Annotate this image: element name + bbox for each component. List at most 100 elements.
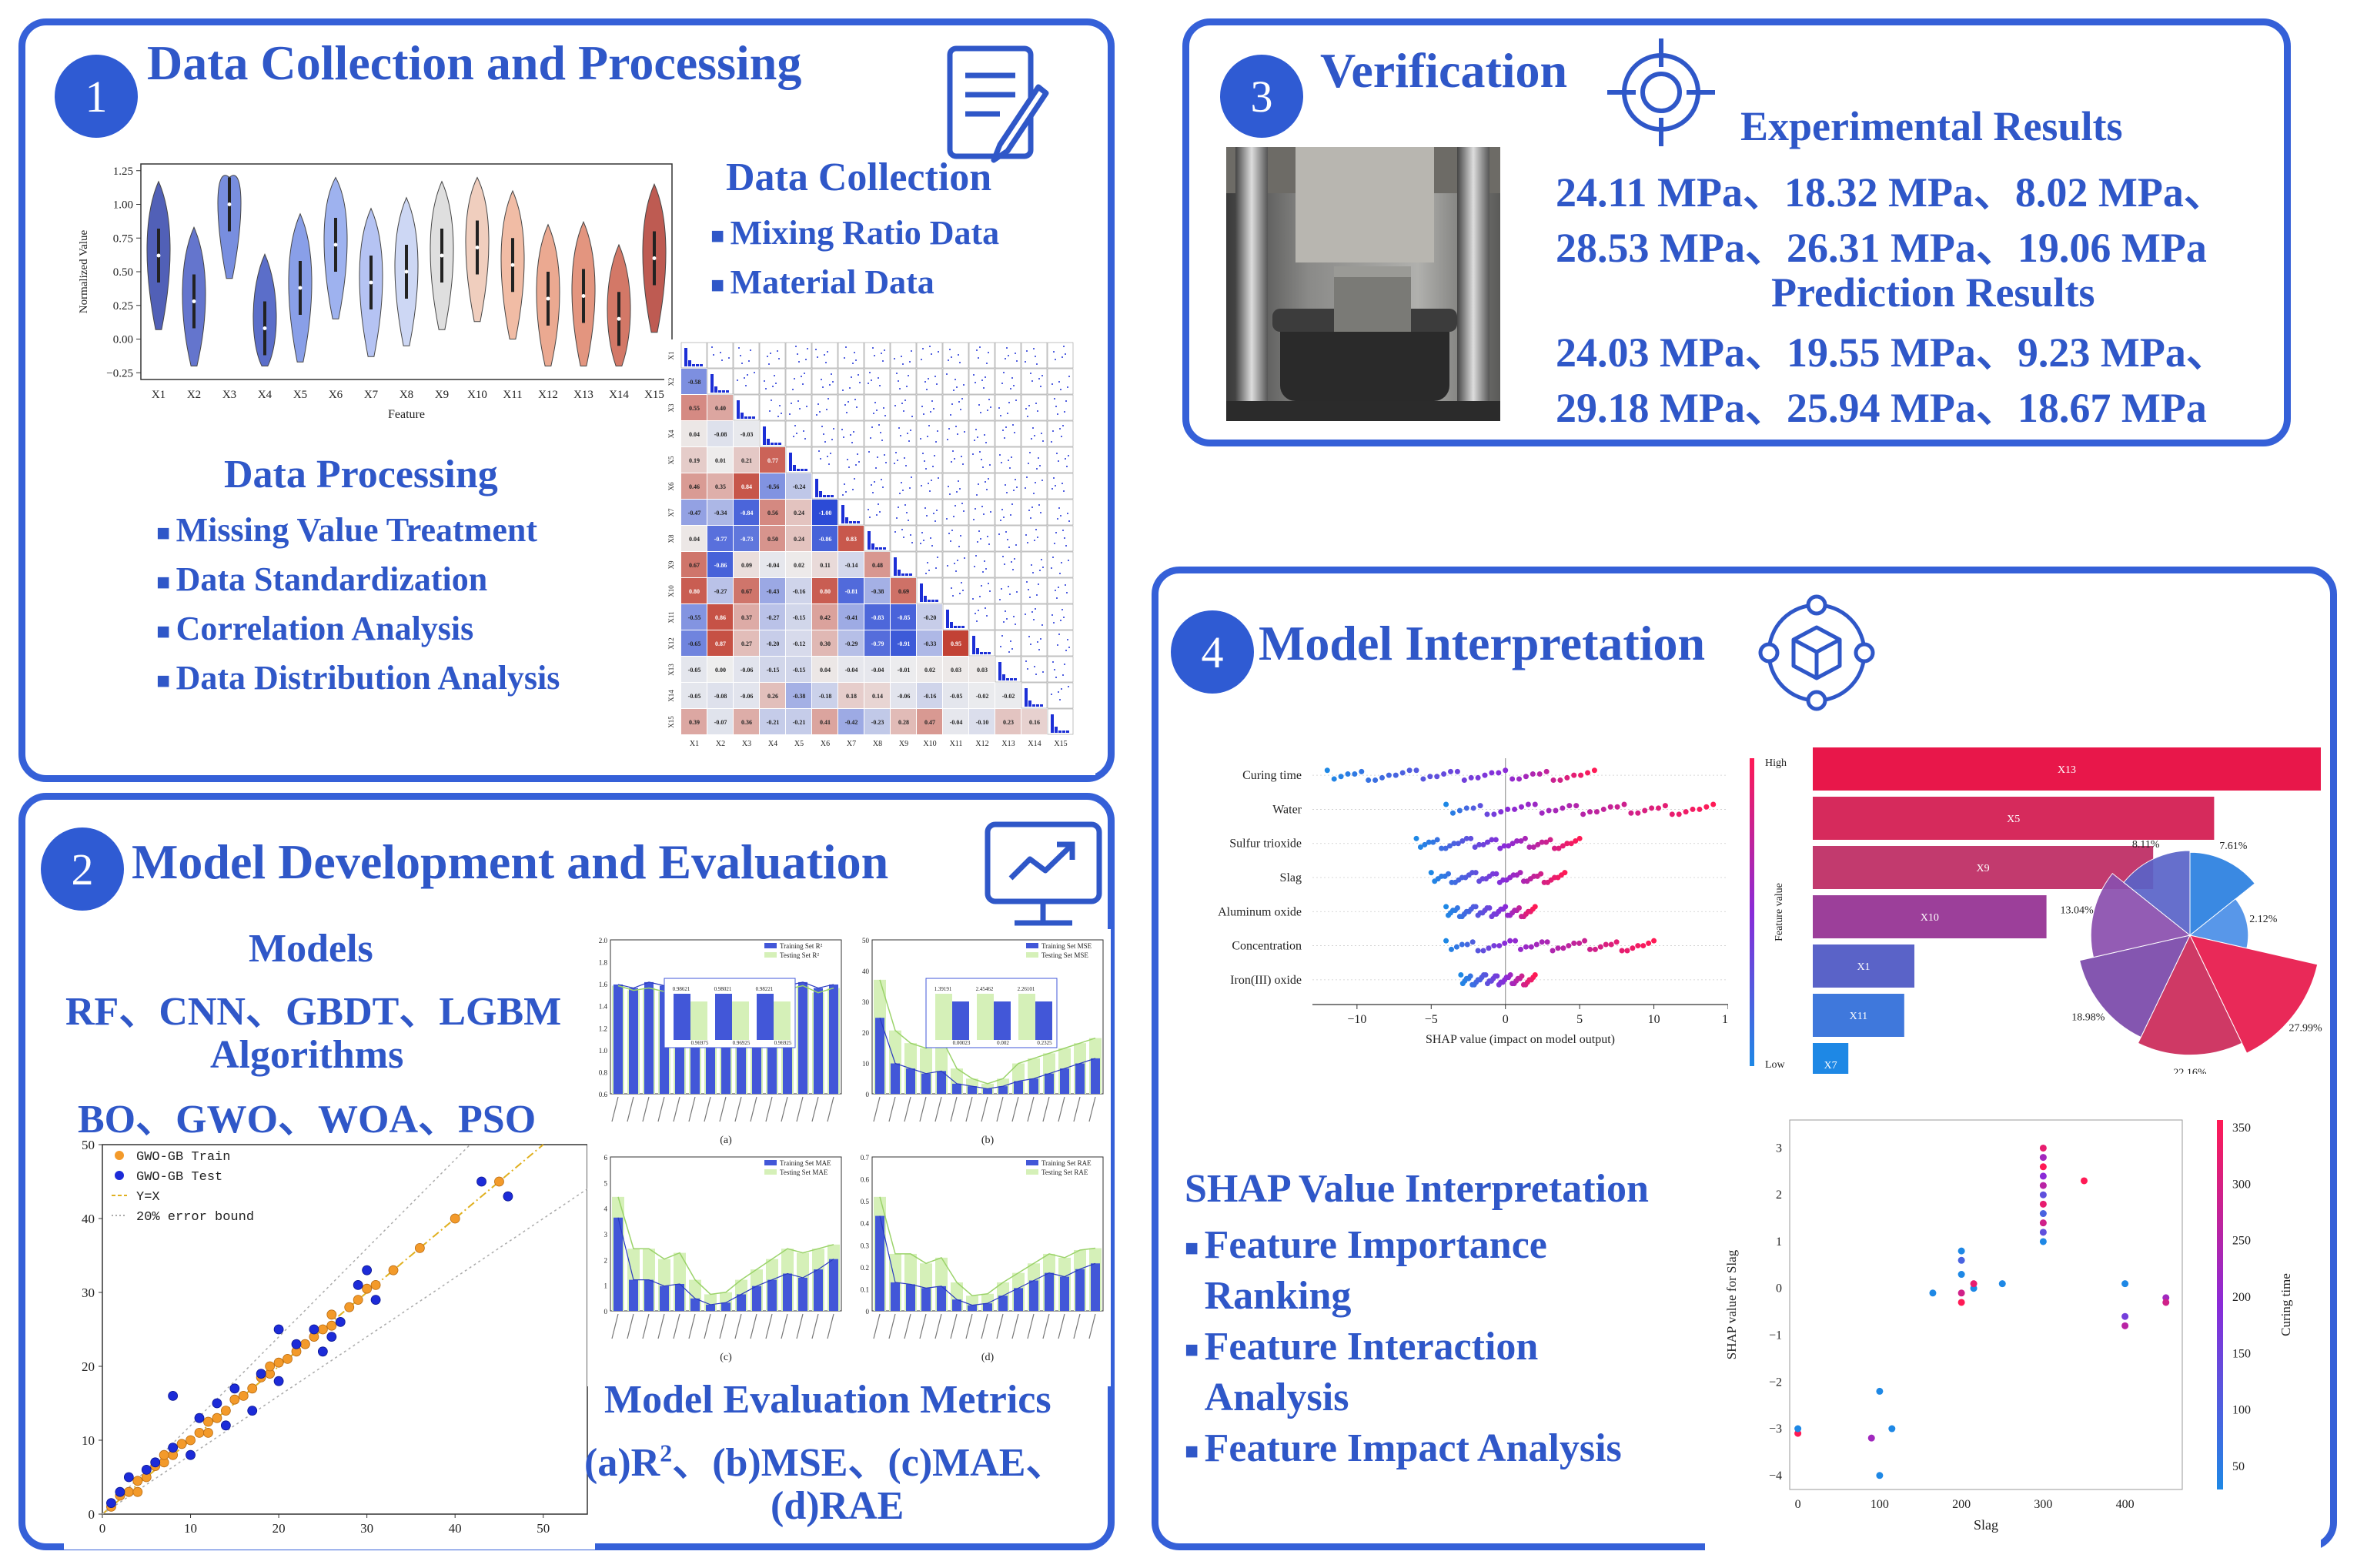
dependence-point <box>2039 1229 2047 1236</box>
scatter-dot <box>1062 425 1064 426</box>
x-tick-label: 10 <box>184 1521 197 1536</box>
test-point <box>291 1339 302 1349</box>
shap-point <box>1582 938 1588 944</box>
legend-train-marker <box>115 1151 124 1160</box>
train-point <box>265 1361 276 1372</box>
scatter-dot <box>842 389 844 391</box>
scatter-dot <box>777 416 779 417</box>
scatter-dot <box>822 386 824 388</box>
scatter-dot <box>898 427 900 429</box>
scatter-dot <box>981 506 983 507</box>
corr-value: -0.77 <box>714 536 727 543</box>
hist-bar <box>726 390 729 393</box>
corr-cell <box>707 683 733 708</box>
inset-bar <box>952 1001 969 1040</box>
scatter-dot <box>1057 518 1058 520</box>
scatter-dot <box>1041 375 1043 376</box>
scatter-dot <box>870 437 871 439</box>
shap-point <box>1543 768 1550 774</box>
scatter-dot <box>1058 587 1059 588</box>
dependence-point <box>1957 1271 1965 1279</box>
scatter-dot <box>1061 436 1062 437</box>
test-point <box>353 1279 363 1290</box>
x-tick-label <box>704 1096 711 1122</box>
scatter-dot <box>748 360 750 362</box>
plot-frame <box>102 1144 588 1515</box>
y-tick-label: 1.2 <box>599 1025 607 1032</box>
scatter-cell <box>916 420 943 447</box>
inset-bar <box>690 1001 707 1040</box>
scatter-cell <box>942 499 969 526</box>
x-tick-label: X14 <box>609 389 629 401</box>
shap-point <box>1539 839 1545 845</box>
shap-point <box>1510 872 1516 878</box>
scatter-dot <box>795 346 797 347</box>
scatter-dot <box>977 541 978 543</box>
corr-value: -0.06 <box>741 667 754 674</box>
panel-title: Data Collection and Processing <box>147 35 802 90</box>
legend-test-swatch <box>764 952 777 958</box>
scatter-dot <box>1035 482 1036 483</box>
y-tick-label: 1.0 <box>599 1047 608 1055</box>
test-point <box>247 1406 258 1416</box>
shap-point <box>1464 941 1470 948</box>
x-tick-label <box>904 1096 911 1122</box>
scatter-dot <box>815 349 817 350</box>
scatter-dot <box>841 429 843 430</box>
x-tick-label <box>873 1096 881 1122</box>
shap-point <box>1480 948 1486 954</box>
shap-point <box>1338 774 1344 780</box>
corr-value: -0.38 <box>871 588 884 595</box>
x-tick-label <box>965 1096 973 1122</box>
test-point <box>229 1383 240 1394</box>
legend-test-label: Testing Set RAE <box>1041 1168 1088 1176</box>
scatter-dot <box>958 354 959 356</box>
scatter-dot <box>1013 616 1015 617</box>
scatter-dot <box>1033 619 1035 620</box>
scatter-dot <box>1065 650 1067 651</box>
scatter-dot <box>906 512 908 513</box>
hist-bar <box>935 600 938 602</box>
shap-point <box>1526 844 1533 851</box>
shap-point <box>1484 811 1490 817</box>
shap-point <box>1512 806 1518 812</box>
scatter-dot <box>931 353 932 355</box>
scatter-dot <box>978 530 980 532</box>
scatter-dot <box>1031 438 1032 440</box>
shap-point <box>1550 948 1556 954</box>
x-tick-label <box>888 1096 896 1122</box>
scatter-dot <box>983 513 985 515</box>
document-icon <box>947 45 1049 163</box>
scatter-dot <box>922 348 924 349</box>
list-item: Feature Interaction Analysis <box>1185 1322 1622 1423</box>
corr-cell <box>786 683 811 708</box>
shap-point <box>1468 774 1474 781</box>
y-tick-label: 6 <box>604 1154 608 1162</box>
shap-point <box>1470 904 1476 910</box>
scatter-dot <box>1057 644 1058 646</box>
legend-test-swatch <box>764 1169 777 1175</box>
scatter-dot <box>988 543 990 545</box>
y-tick-label: 30 <box>82 1285 95 1300</box>
scatter-dot <box>1031 380 1033 382</box>
inset-bar <box>715 994 732 1040</box>
scatter-cell <box>942 446 969 473</box>
y-tick-label: 40 <box>82 1212 95 1226</box>
scatter-dot <box>1030 644 1031 645</box>
scatter-dot <box>853 431 854 433</box>
y-tick-label: 0.4 <box>861 1220 870 1228</box>
train-bar <box>737 1294 746 1311</box>
x-tick-label: 50 <box>537 1521 550 1536</box>
shap-point <box>1491 943 1497 949</box>
scatter-dot <box>1015 353 1016 354</box>
scatter-dot <box>1015 479 1016 480</box>
colorbar-label: Curing time <box>2278 1273 2293 1336</box>
scatter-dot <box>959 362 961 363</box>
scatter-dot <box>901 403 903 404</box>
scatter-dot <box>885 462 887 463</box>
scatter-dot <box>900 435 901 436</box>
scatter-dot <box>745 385 747 386</box>
corr-value: -0.65 <box>688 640 701 647</box>
scatter-dot <box>1068 686 1069 687</box>
